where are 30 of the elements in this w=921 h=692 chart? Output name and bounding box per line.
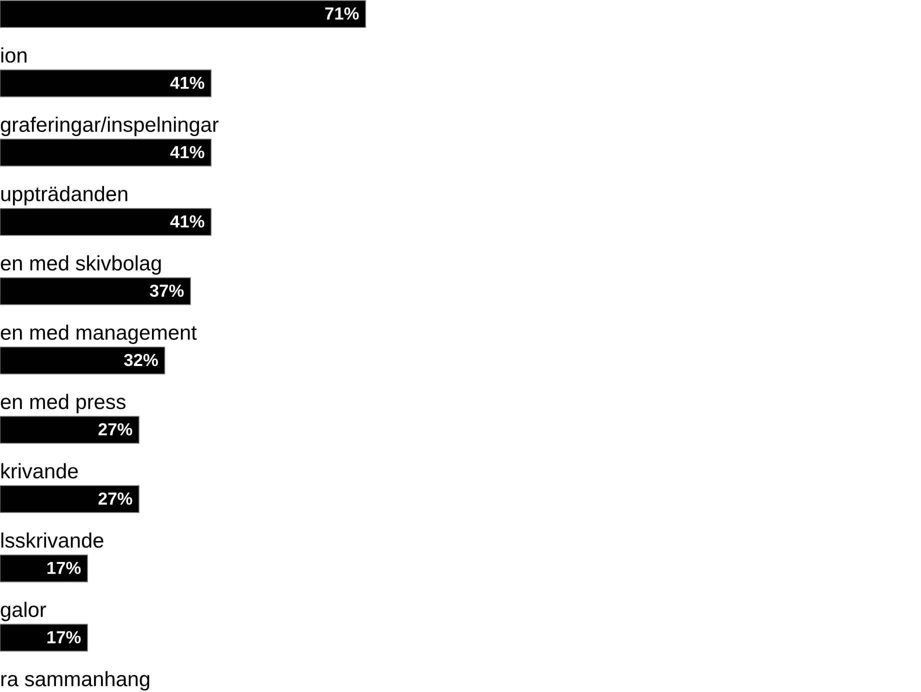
y-tick-label: krivande (1, 463, 78, 478)
y-tick-label: uppträdanden (1, 186, 128, 206)
data-label: 41% (170, 146, 204, 158)
bar (0, 138, 212, 167)
y-tick-label: graferingar/inspelningar (0, 116, 219, 136)
y-tick-label: lsskrivande (1, 532, 104, 548)
bar (0, 69, 212, 98)
y-tick-label: ra sammanhang (1, 671, 150, 690)
bar (0, 416, 140, 444)
bar (0, 624, 88, 652)
y-tick-label: ion (1, 47, 26, 63)
y-tick-label: en med management (0, 324, 197, 344)
bar (0, 277, 191, 306)
data-label: 27% (98, 492, 132, 505)
data-label: 32% (124, 354, 158, 366)
data-label: 41% (170, 76, 204, 89)
data-label: 27% (98, 423, 132, 436)
data-label: 71% (325, 7, 359, 20)
bar (0, 0, 366, 28)
data-label: 17% (47, 631, 81, 644)
bar (0, 346, 166, 374)
bar (0, 208, 212, 236)
y-tick-label: en med press (0, 394, 126, 414)
bar (0, 485, 140, 514)
bar (0, 554, 88, 582)
data-label: 37% (150, 284, 184, 297)
data-label: 17% (47, 562, 81, 574)
data-label: 41% (170, 215, 204, 228)
y-tick-label: en med skivbolag (0, 255, 161, 275)
y-tick-label: galor (0, 602, 46, 622)
